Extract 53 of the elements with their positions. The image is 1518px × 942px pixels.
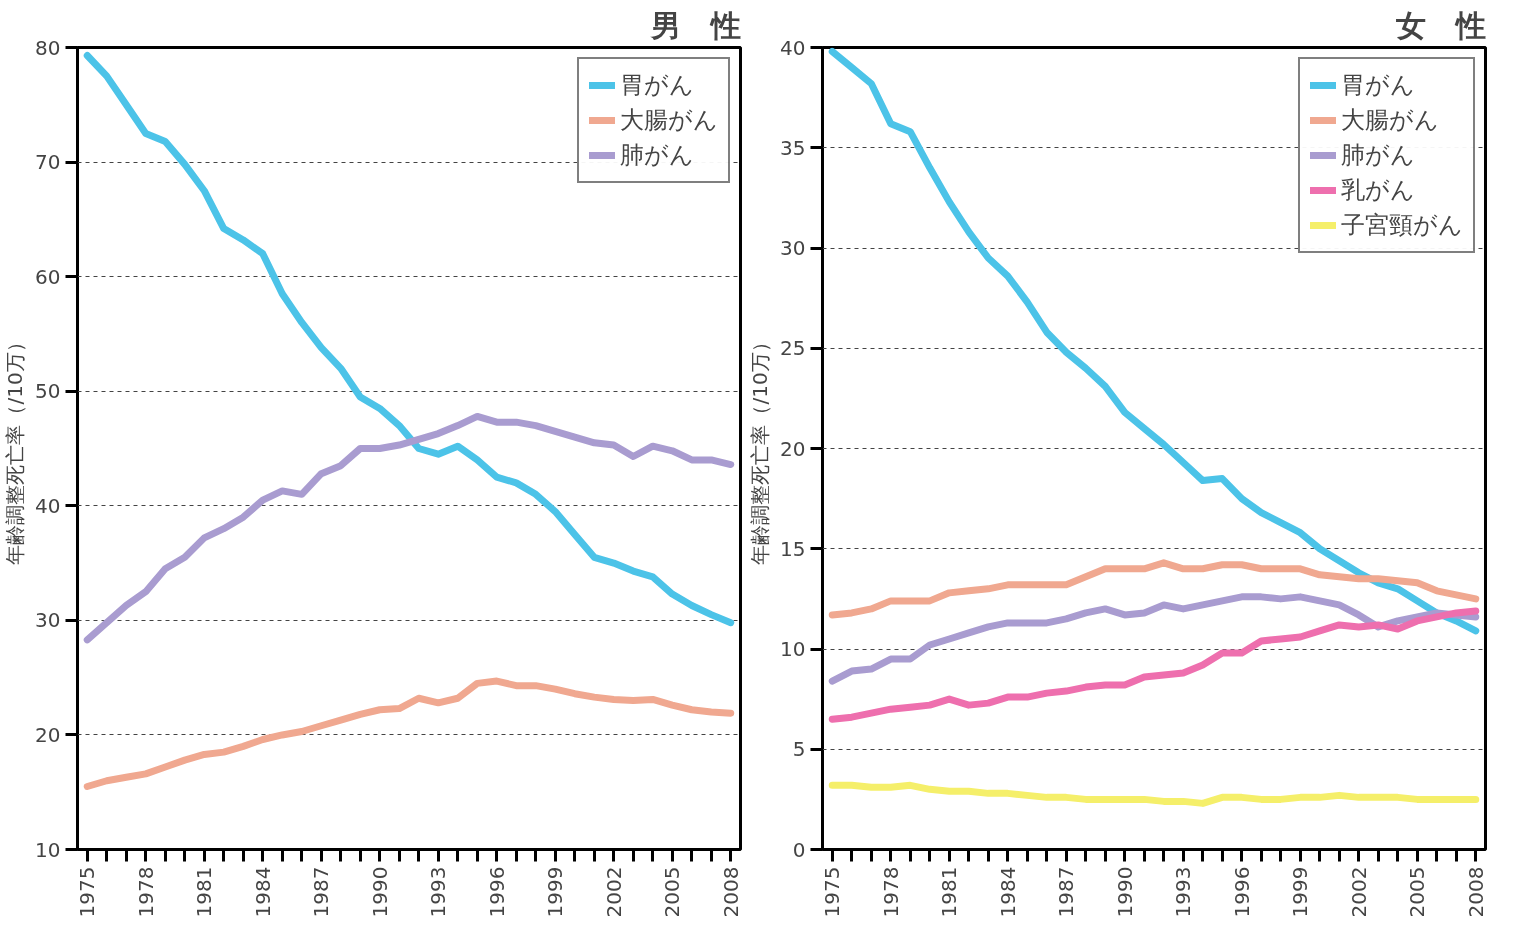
legend-label: 大腸がん bbox=[620, 105, 718, 136]
x-tick-label: 2008 bbox=[718, 866, 743, 918]
legend-label: 肺がん bbox=[1341, 140, 1415, 171]
y-tick-label: 15 bbox=[780, 536, 806, 561]
y-tick-label: 10 bbox=[35, 837, 61, 862]
y-tick-label: 20 bbox=[780, 436, 806, 461]
x-tick-label: 1984 bbox=[995, 866, 1020, 918]
y-tick-label: 35 bbox=[780, 135, 806, 160]
legend-label: 胃がん bbox=[620, 70, 694, 101]
y-tick-label: 30 bbox=[35, 608, 61, 633]
y-tick-label: 5 bbox=[792, 737, 806, 762]
y-tick-label: 50 bbox=[35, 379, 61, 404]
x-tick-label: 1999 bbox=[1288, 866, 1313, 918]
y-axis-title: 年齢調整死亡率（/10万） bbox=[3, 332, 28, 565]
x-tick-label: 1996 bbox=[484, 866, 509, 918]
y-tick-label: 80 bbox=[35, 35, 61, 60]
y-tick-label: 40 bbox=[35, 493, 61, 518]
y-tick-label: 0 bbox=[792, 837, 806, 862]
x-tick-label: 1987 bbox=[1054, 866, 1079, 918]
x-tick-label: 1990 bbox=[367, 866, 392, 918]
y-axis-title: 年齢調整死亡率（/10万） bbox=[748, 332, 773, 565]
legend-label: 子宮頸がん bbox=[1341, 210, 1463, 241]
y-tick-label: 25 bbox=[780, 336, 806, 361]
y-tick-label: 10 bbox=[780, 637, 806, 661]
x-tick-label: 1978 bbox=[133, 866, 158, 918]
x-tick-label: 1981 bbox=[192, 866, 217, 918]
x-tick-label: 2008 bbox=[1463, 866, 1488, 918]
y-tick-label: 20 bbox=[35, 722, 61, 747]
y-tick-label: 40 bbox=[780, 35, 806, 60]
legend-label: 肺がん bbox=[620, 140, 694, 171]
x-tick-label: 1987 bbox=[309, 866, 334, 918]
x-tick-label: 1981 bbox=[937, 866, 962, 918]
chart-title: 男 性 bbox=[649, 7, 741, 43]
x-tick-label: 1993 bbox=[426, 866, 451, 918]
x-tick-label: 2002 bbox=[601, 866, 626, 918]
chart-title: 女 性 bbox=[1394, 7, 1486, 43]
legend-label: 胃がん bbox=[1341, 70, 1415, 101]
x-tick-label: 1993 bbox=[1171, 866, 1196, 918]
legend-label: 乳がん bbox=[1341, 175, 1415, 206]
x-tick-label: 2005 bbox=[660, 866, 685, 918]
x-tick-label: 2002 bbox=[1346, 866, 1371, 918]
legend-label: 大腸がん bbox=[1341, 105, 1439, 136]
x-tick-label: 1978 bbox=[878, 866, 903, 918]
x-tick-label: 1999 bbox=[543, 866, 568, 918]
y-tick-label: 30 bbox=[780, 236, 806, 260]
x-tick-label: 2005 bbox=[1405, 866, 1430, 918]
x-tick-label: 1975 bbox=[820, 866, 845, 918]
x-tick-label: 1996 bbox=[1229, 866, 1254, 918]
x-tick-label: 1990 bbox=[1112, 866, 1137, 918]
y-tick-label: 60 bbox=[35, 264, 61, 289]
x-tick-label: 1975 bbox=[75, 866, 100, 918]
y-tick-label: 70 bbox=[35, 150, 61, 175]
x-tick-label: 1984 bbox=[250, 866, 275, 918]
